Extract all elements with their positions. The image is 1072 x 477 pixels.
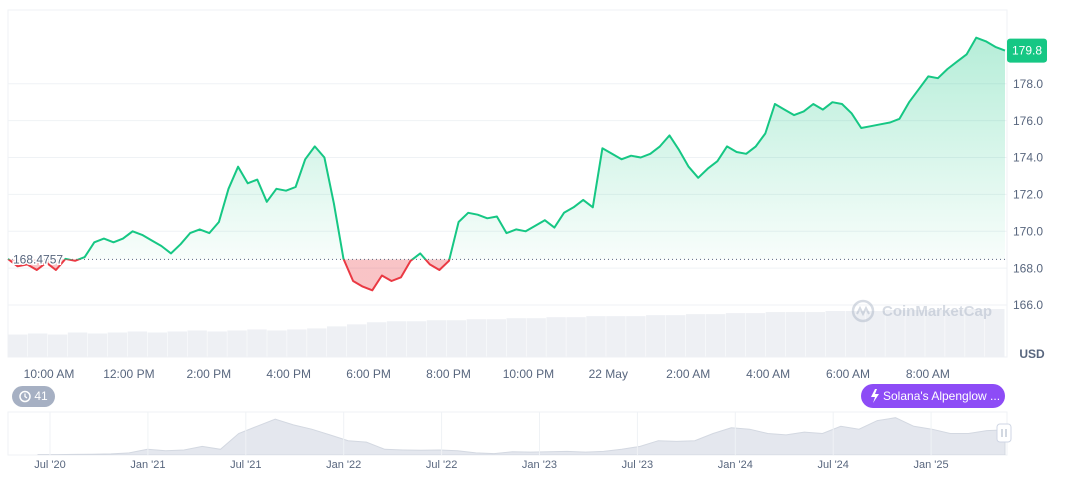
navigator-label: Jul '24 [817, 459, 848, 471]
navigator-label: Jul '22 [426, 459, 457, 471]
volume-bar [626, 316, 646, 357]
volume-bar [945, 310, 965, 357]
volume-bar [925, 310, 945, 357]
y-tick-label: 172.0 [1013, 188, 1043, 202]
navigator-label: Jan '21 [130, 459, 165, 471]
volume-bar [147, 332, 168, 357]
volume-bar [486, 319, 506, 357]
volume-bar [805, 312, 826, 357]
volume-bar [446, 320, 467, 357]
x-tick-label: 2:00 PM [186, 367, 231, 381]
volume-bar [267, 330, 287, 357]
volume-bar [327, 326, 347, 357]
navigator-label: Jul '23 [622, 459, 653, 471]
x-tick-label: 6:00 PM [346, 367, 391, 381]
x-tick-label: 2:00 AM [666, 367, 710, 381]
volume-bar [606, 316, 626, 357]
volume-bar [745, 313, 766, 357]
volume-bar [227, 330, 247, 357]
unit-label: USD [1019, 347, 1045, 361]
event-bg[interactable] [861, 384, 1005, 408]
volume-bar [526, 318, 546, 357]
event-badge[interactable]: Solana's Alpenglow ... [861, 384, 1005, 408]
price-line [7, 36, 1006, 292]
price-area [8, 37, 1005, 291]
volume-bar [825, 311, 845, 357]
y-tick-label: 166.0 [1013, 298, 1043, 312]
x-tick-label: 22 May [589, 367, 628, 381]
volume-bar [705, 314, 726, 357]
volume-bar [885, 310, 905, 357]
volume-bar [187, 330, 207, 357]
y-tick-label: 174.0 [1013, 151, 1043, 165]
watermark-text: CoinMarketCap [882, 303, 992, 320]
navigator-handle[interactable] [996, 423, 1012, 443]
watermark: CoinMarketCap [851, 299, 992, 323]
navigator-area [37, 417, 1006, 455]
volume-bar [8, 334, 28, 357]
volume-bar [127, 331, 148, 357]
volume-bar [566, 317, 586, 357]
volume-bar [666, 315, 686, 357]
navigator-label: Jul '20 [34, 459, 65, 471]
y-tick-label: 168.0 [1013, 261, 1043, 275]
volume-bar [386, 321, 407, 357]
x-tick-label: 10:00 PM [503, 367, 554, 381]
volume-bar [725, 313, 746, 357]
x-tick-label: 4:00 AM [746, 367, 790, 381]
y-tick-label: 170.0 [1013, 224, 1043, 238]
volume-bar [845, 311, 865, 357]
volume-bar [586, 316, 606, 357]
volume-bar [905, 310, 925, 357]
x-tick-label: 6:00 AM [826, 367, 870, 381]
volume-bar [506, 318, 526, 357]
navigator-label: Jan '24 [718, 459, 753, 471]
navigator-label: Jan '22 [326, 459, 361, 471]
volume-bar [207, 331, 227, 357]
history-badge[interactable]: 41 [12, 386, 55, 407]
volume-bar [865, 311, 885, 357]
volume-bar [765, 312, 786, 357]
volume-bar [426, 320, 447, 357]
navigator-label: Jul '21 [230, 459, 261, 471]
volume-bar [366, 322, 387, 357]
volume-bar [27, 333, 48, 357]
volume-bar [985, 309, 1005, 357]
volume-bar [346, 324, 367, 357]
volume-bar [646, 315, 666, 357]
volume-bar [47, 334, 68, 357]
badge-count[interactable]: 41 [34, 389, 48, 403]
x-tick-label: 8:00 AM [906, 367, 950, 381]
x-tick-label: 12:00 PM [103, 367, 154, 381]
x-tick-label: 10:00 AM [24, 367, 75, 381]
volume-bar [406, 321, 427, 357]
volume-bar [685, 314, 706, 357]
volume-bar [785, 312, 806, 357]
volume-bar [87, 333, 108, 357]
volume-bar [466, 319, 487, 357]
volume-bar [546, 317, 566, 357]
price-tag-text: 179.8 [1012, 44, 1042, 58]
y-tick-label: 176.0 [1013, 114, 1043, 128]
x-tick-label: 4:00 PM [266, 367, 311, 381]
navigator-label: Jan '23 [522, 459, 557, 471]
volume-bar [107, 332, 128, 357]
volume-bar [965, 309, 985, 357]
volume-bar [67, 332, 88, 357]
event-text[interactable]: Solana's Alpenglow ... [883, 389, 1000, 403]
volume-bar [307, 328, 327, 357]
volume-bar [167, 331, 187, 357]
x-tick-label: 8:00 PM [426, 367, 471, 381]
y-tick-label: 178.0 [1013, 77, 1043, 91]
baseline-label: 168.4757 [13, 253, 63, 267]
volume-bar [287, 329, 307, 357]
price-tag [1007, 38, 1047, 63]
volume-bar [247, 329, 267, 357]
navigator-label: Jan '25 [914, 459, 949, 471]
